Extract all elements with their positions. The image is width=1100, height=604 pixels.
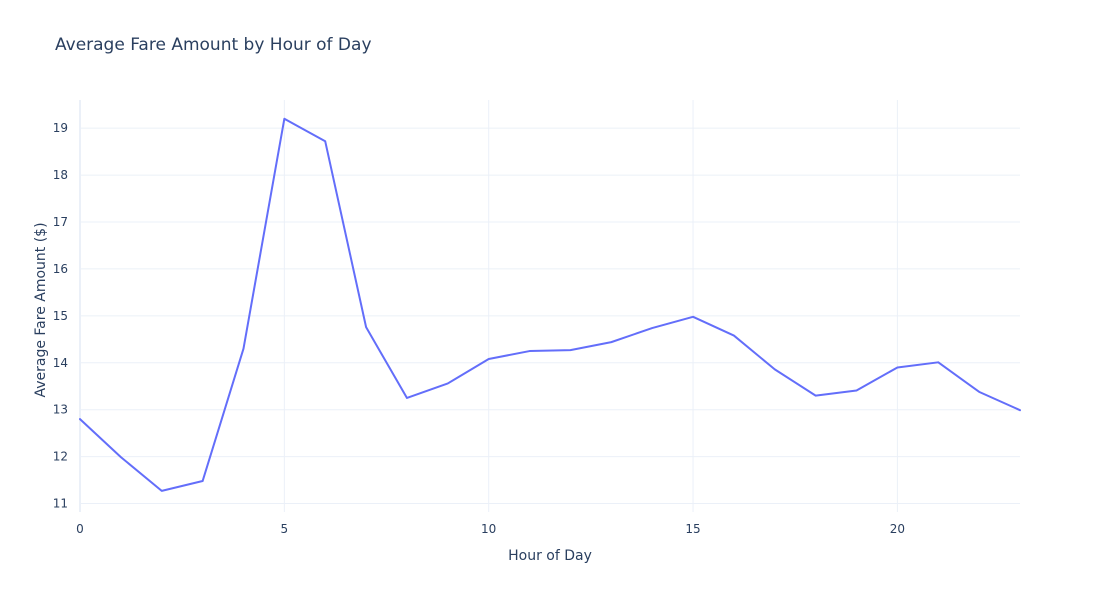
y-axis-title: Average Fare Amount ($) <box>33 222 49 397</box>
data-point[interactable] <box>159 488 165 494</box>
data-point[interactable] <box>1017 407 1023 413</box>
data-point[interactable] <box>976 389 982 395</box>
data-point[interactable] <box>649 325 655 331</box>
chart-title: Average Fare Amount by Hour of Day <box>55 35 372 55</box>
y-tick-label: 16 <box>53 262 68 276</box>
series-layer <box>77 116 1023 494</box>
x-axis-title: Hour of Day <box>508 548 592 564</box>
y-tick-label: 11 <box>53 497 68 511</box>
data-point[interactable] <box>363 324 369 330</box>
y-tick-label: 18 <box>53 168 68 182</box>
data-point[interactable] <box>854 387 860 393</box>
data-point[interactable] <box>608 339 614 345</box>
y-tick-label: 13 <box>53 403 68 417</box>
y-tick-label: 12 <box>53 450 68 464</box>
data-point[interactable] <box>445 380 451 386</box>
data-point[interactable] <box>813 393 819 399</box>
data-point[interactable] <box>77 416 83 422</box>
x-tick-label: 5 <box>281 522 289 536</box>
data-point[interactable] <box>527 348 533 354</box>
y-tick-label: 19 <box>53 121 68 135</box>
y-axis-ticks: 11 12 13 14 15 16 17 18 19 <box>53 121 68 510</box>
data-point[interactable] <box>567 347 573 353</box>
data-point[interactable] <box>118 454 124 460</box>
y-tick-label: 15 <box>53 309 68 323</box>
data-point[interactable] <box>404 395 410 401</box>
x-tick-label: 15 <box>685 522 700 536</box>
y-tick-label: 17 <box>53 215 68 229</box>
data-point[interactable] <box>240 346 246 352</box>
data-point[interactable] <box>486 356 492 362</box>
x-axis-ticks: 0 5 10 15 20 <box>76 522 905 536</box>
y-tick-label: 14 <box>53 356 68 370</box>
x-tick-label: 0 <box>76 522 84 536</box>
data-point[interactable] <box>690 314 696 320</box>
data-point[interactable] <box>281 116 287 122</box>
data-point[interactable] <box>731 333 737 339</box>
grid <box>79 100 1020 512</box>
data-point[interactable] <box>322 138 328 144</box>
data-point[interactable] <box>200 478 206 484</box>
data-point[interactable] <box>772 366 778 372</box>
data-point[interactable] <box>894 364 900 370</box>
x-tick-label: 10 <box>481 522 496 536</box>
data-point[interactable] <box>935 359 941 365</box>
series-line-fare <box>79 117 1021 492</box>
x-tick-label: 20 <box>890 522 905 536</box>
